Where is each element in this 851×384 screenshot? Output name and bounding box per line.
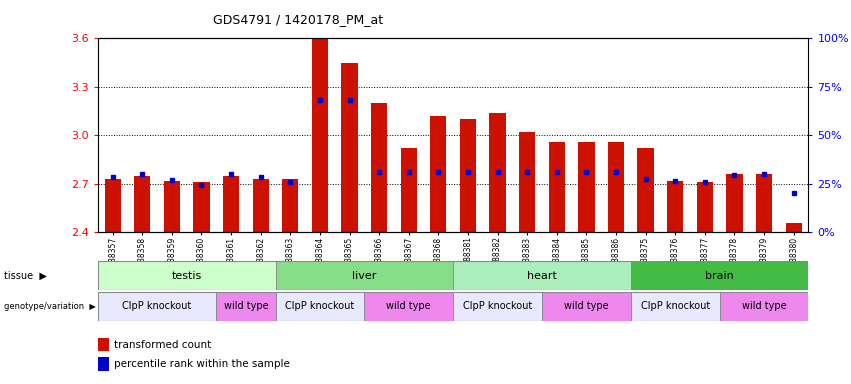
Bar	[453, 261, 631, 290]
Bar	[98, 338, 109, 351]
Bar	[283, 179, 299, 232]
Bar	[223, 176, 239, 232]
Text: ClpP knockout: ClpP knockout	[463, 301, 532, 311]
Bar	[311, 38, 328, 232]
Text: percentile rank within the sample: percentile rank within the sample	[114, 359, 290, 369]
Text: heart: heart	[527, 270, 557, 281]
Bar	[341, 63, 357, 232]
Text: tissue  ▶: tissue ▶	[4, 270, 47, 281]
Bar	[193, 182, 209, 232]
Bar	[98, 261, 276, 290]
Bar	[371, 103, 387, 232]
Bar	[720, 292, 808, 321]
Bar	[105, 179, 121, 232]
Bar	[756, 174, 772, 232]
Text: GDS4791 / 1420178_PM_at: GDS4791 / 1420178_PM_at	[213, 13, 383, 26]
Text: wild type: wild type	[224, 301, 268, 311]
Bar	[453, 292, 542, 321]
Bar	[98, 292, 216, 321]
Bar	[489, 113, 505, 232]
Bar	[667, 180, 683, 232]
Bar	[608, 142, 624, 232]
Bar	[631, 292, 720, 321]
Text: liver: liver	[352, 270, 376, 281]
Bar	[637, 148, 654, 232]
Bar	[98, 357, 109, 371]
Text: ClpP knockout: ClpP knockout	[123, 301, 191, 311]
Text: wild type: wild type	[742, 301, 786, 311]
Bar	[276, 292, 364, 321]
Text: testis: testis	[172, 270, 202, 281]
Bar	[519, 132, 535, 232]
Text: transformed count: transformed count	[114, 340, 211, 350]
Bar	[785, 223, 802, 232]
Text: genotype/variation  ▶: genotype/variation ▶	[4, 302, 96, 311]
Bar	[276, 261, 453, 290]
Text: brain: brain	[705, 270, 734, 281]
Bar	[578, 142, 595, 232]
Bar	[631, 261, 808, 290]
Bar	[697, 182, 713, 232]
Text: ClpP knockout: ClpP knockout	[641, 301, 710, 311]
Bar	[364, 292, 453, 321]
Bar	[726, 174, 743, 232]
Bar	[542, 292, 631, 321]
Bar	[216, 292, 276, 321]
Text: ClpP knockout: ClpP knockout	[285, 301, 355, 311]
Bar	[163, 180, 180, 232]
Bar	[549, 142, 565, 232]
Bar	[431, 116, 447, 232]
Bar	[460, 119, 476, 232]
Bar	[401, 148, 417, 232]
Text: wild type: wild type	[564, 301, 608, 311]
Text: wild type: wild type	[386, 301, 431, 311]
Bar	[134, 176, 151, 232]
Bar	[253, 179, 269, 232]
